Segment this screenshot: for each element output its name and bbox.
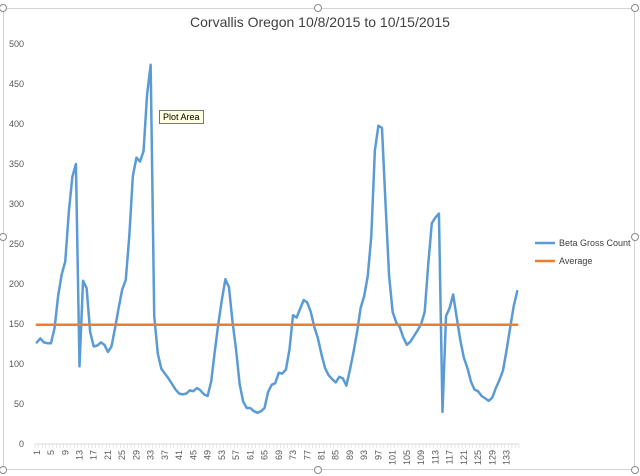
x-tick-label: 109: [416, 450, 426, 465]
x-tick-label: 125: [473, 450, 483, 465]
x-tick-label: 129: [487, 450, 497, 465]
resize-handle-top-left[interactable]: [0, 4, 7, 12]
x-tick-label: 25: [117, 450, 127, 460]
x-tick-label: 33: [146, 450, 156, 460]
x-tick-label: 133: [502, 450, 512, 465]
x-tick-label: 73: [288, 450, 298, 460]
resize-handle-left[interactable]: [0, 233, 7, 241]
legend-label-average: Average: [559, 256, 592, 266]
y-tick-label: 500: [9, 39, 24, 49]
x-tick-label: 9: [60, 450, 70, 455]
legend-label-beta-gross-count: Beta Gross Count: [559, 238, 631, 248]
y-tick-label: 250: [9, 239, 24, 249]
x-tick-label: 49: [203, 450, 213, 460]
x-tick-label: 69: [274, 450, 284, 460]
x-tick-label: 5: [46, 450, 56, 455]
x-tick-label: 29: [131, 450, 141, 460]
x-tick-label: 105: [402, 450, 412, 465]
x-tick-label: 101: [388, 450, 398, 465]
resize-handle-bottom-right[interactable]: [631, 466, 639, 474]
chart-frame[interactable]: [3, 8, 635, 470]
x-tick-label: 53: [217, 450, 227, 460]
y-tick-label: 450: [9, 79, 24, 89]
legend-entry-beta-gross-count[interactable]: Beta Gross Count: [535, 238, 631, 248]
chart-title: Corvallis Oregon 10/8/2015 to 10/15/2015: [190, 14, 450, 30]
x-tick-label: 1: [32, 450, 42, 455]
x-tick-label: 89: [345, 450, 355, 460]
y-tick-label: 200: [9, 279, 24, 289]
y-tick-label: 100: [9, 359, 24, 369]
x-tick-label: 81: [316, 450, 326, 460]
resize-handle-top[interactable]: [314, 4, 322, 12]
resize-handle-bottom-left[interactable]: [0, 466, 7, 474]
resize-handle-right[interactable]: [631, 233, 639, 241]
y-tick-label: 400: [9, 119, 24, 129]
x-tick-label: 37: [160, 450, 170, 460]
y-tick-label: 300: [9, 199, 24, 209]
resize-handle-top-right[interactable]: [631, 4, 639, 12]
y-tick-label: 50: [14, 399, 24, 409]
x-tick-label: 93: [359, 450, 369, 460]
series-line-beta-gross-count: [35, 63, 519, 415]
x-tick-label: 13: [74, 450, 84, 460]
x-tick-label: 121: [459, 450, 469, 465]
x-tick-label: 97: [373, 450, 383, 460]
x-tick-label: 21: [103, 450, 113, 460]
y-tick-label: 0: [19, 439, 24, 449]
x-tick-label: 57: [231, 450, 241, 460]
x-tick-label: 77: [302, 450, 312, 460]
plot-area-tooltip: Plot Area: [159, 110, 204, 124]
x-tick-label: 41: [174, 450, 184, 460]
legend[interactable]: Beta Gross Count Average: [535, 238, 631, 266]
y-tick-label: 350: [9, 159, 24, 169]
x-tick-label: 117: [445, 450, 455, 464]
x-tick-label: 17: [89, 450, 99, 460]
resize-handle-bottom[interactable]: [314, 466, 322, 474]
x-tick-label: 45: [188, 450, 198, 460]
x-tick-label: 85: [331, 450, 341, 460]
legend-entry-average[interactable]: Average: [535, 256, 592, 266]
x-tick-label: 65: [260, 450, 270, 460]
plot-area[interactable]: 0 50 100 150 200 250 300 350 400 450 500 1 5 9 13 17 21 2…: [9, 39, 520, 465]
x-tick-label: 113: [430, 450, 440, 464]
y-tick-label: 150: [9, 319, 24, 329]
x-tick-label: 61: [245, 450, 255, 460]
